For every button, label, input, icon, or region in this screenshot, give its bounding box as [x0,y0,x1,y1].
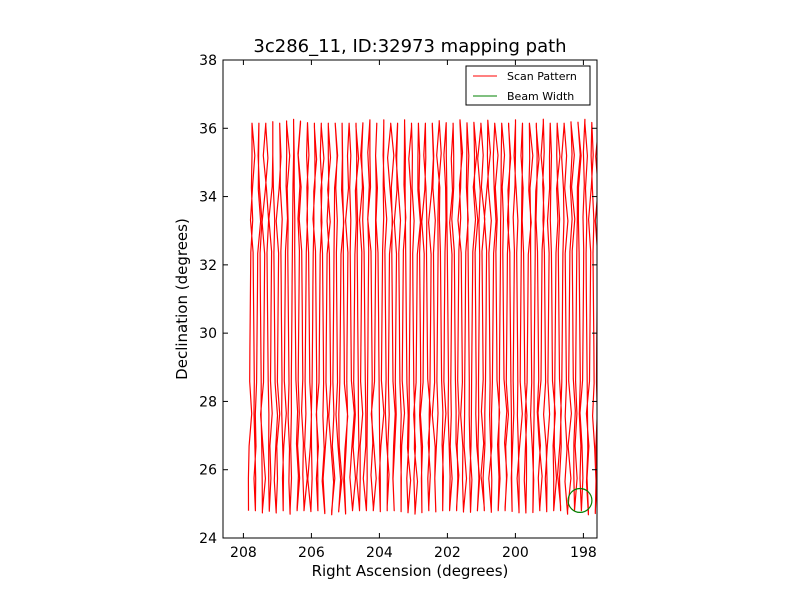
y-tick-label: 28 [199,394,217,410]
y-axis-label: Declination (degrees) [173,218,191,380]
y-tick-label: 24 [199,531,217,547]
x-axis-label: Right Ascension (degrees) [312,562,509,580]
y-tick-label: 34 [199,190,217,206]
x-tick-label: 202 [434,545,461,561]
legend-box [465,65,591,106]
y-tick-label: 38 [199,53,217,69]
chart-title: 3c286_11, ID:32973 mapping path [253,36,566,57]
legend-scan-label: Scan Pattern [507,70,577,83]
y-tick-label: 36 [199,121,217,137]
y-tick-label: 26 [199,463,217,479]
scan-pattern-series [247,118,597,516]
x-tick-label: 200 [502,545,529,561]
x-tick-label: 204 [366,545,393,561]
x-tick-label: 206 [298,545,325,561]
legend: Scan Pattern Beam Width [465,65,591,106]
plot-area: 208 206 204 202 200 198 24 26 28 30 32 34 36 38 [199,53,598,561]
y-tick-label: 30 [199,326,217,342]
axis-ticks: 208 206 204 202 200 198 24 26 28 30 32 34 36 38 [199,53,597,561]
x-tick-label: 198 [570,545,597,561]
axes-frame [222,59,598,539]
y-tick-label: 32 [199,258,217,274]
legend-beam-label: Beam Width [507,90,574,103]
x-tick-label: 208 [230,545,257,561]
beam-width-series [567,487,593,513]
beam-width-circle [567,487,593,513]
scan-pattern-line [247,118,597,516]
